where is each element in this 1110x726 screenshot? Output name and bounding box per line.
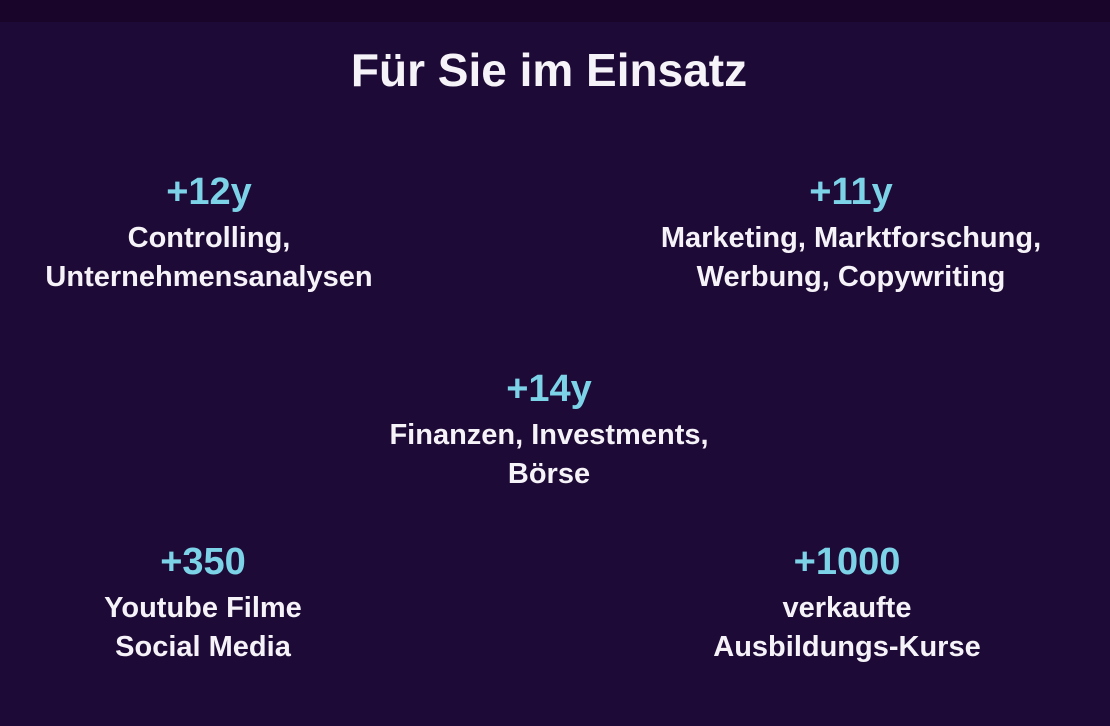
stat-block-kurse: +1000 verkaufte Ausbildungs-Kurse	[713, 540, 980, 667]
stat-label-line: Ausbildungs-Kurse	[713, 631, 981, 663]
stat-label-line: Social Media	[115, 631, 291, 663]
stat-value: +350	[160, 541, 246, 583]
stat-label-line: Marketing, Marktforschung,	[660, 222, 1042, 254]
stat-block-youtube: +350 Youtube Filme Social Media	[104, 540, 302, 667]
stat-label-line: Youtube Filme	[104, 592, 302, 624]
stat-label-line: Börse	[507, 458, 591, 490]
stat-block-marketing: +11y Marketing, Marktforschung, Werbung,…	[661, 170, 1041, 297]
stat-label: Finanzen, Investments, Börse	[389, 416, 708, 494]
stat-label-line: Finanzen, Investments,	[389, 419, 709, 451]
stat-block-finanzen: +14y Finanzen, Investments, Börse	[389, 367, 708, 494]
stat-value: +1000	[793, 541, 901, 583]
stat-label-line: Unternehmensanalysen	[45, 261, 373, 293]
stat-label: Marketing, Marktforschung, Werbung, Copy…	[661, 219, 1041, 297]
stat-value: +11y	[809, 171, 893, 213]
stat-label: Youtube Filme Social Media	[104, 589, 302, 667]
stat-label: verkaufte Ausbildungs-Kurse	[713, 589, 980, 667]
stat-label-line: Werbung, Copywriting	[696, 261, 1006, 293]
stat-label-line: Controlling,	[127, 222, 291, 254]
stat-label-line: verkaufte	[782, 592, 912, 624]
stat-value: +12y	[166, 171, 252, 213]
page-title: Für Sie im Einsatz	[350, 44, 748, 96]
stat-label: Controlling, Unternehmensanalysen	[45, 219, 372, 297]
stat-block-controlling: +12y Controlling, Unternehmensanalysen	[45, 170, 372, 297]
stat-value: +14y	[506, 368, 592, 410]
top-bar	[0, 0, 1110, 22]
